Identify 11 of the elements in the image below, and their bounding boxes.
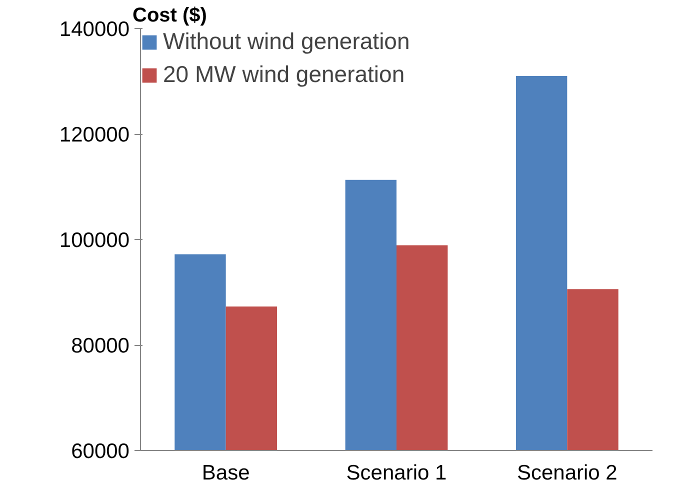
- y-tick-label: 60000: [71, 440, 130, 463]
- x-tick-label: Scenario 1: [346, 462, 447, 484]
- y-axis-title: Cost ($): [132, 4, 207, 26]
- x-tick-label: Scenario 2: [516, 462, 618, 484]
- x-tick-label: Base: [202, 462, 250, 484]
- legend-label: 20 MW wind generation: [163, 61, 405, 88]
- y-tick-label: 140000: [59, 18, 130, 41]
- y-tick-label: 100000: [59, 229, 130, 252]
- legend-label: Without wind generation: [163, 28, 410, 55]
- y-tick-label: 120000: [59, 124, 130, 146]
- y-tick-label: 80000: [71, 334, 130, 358]
